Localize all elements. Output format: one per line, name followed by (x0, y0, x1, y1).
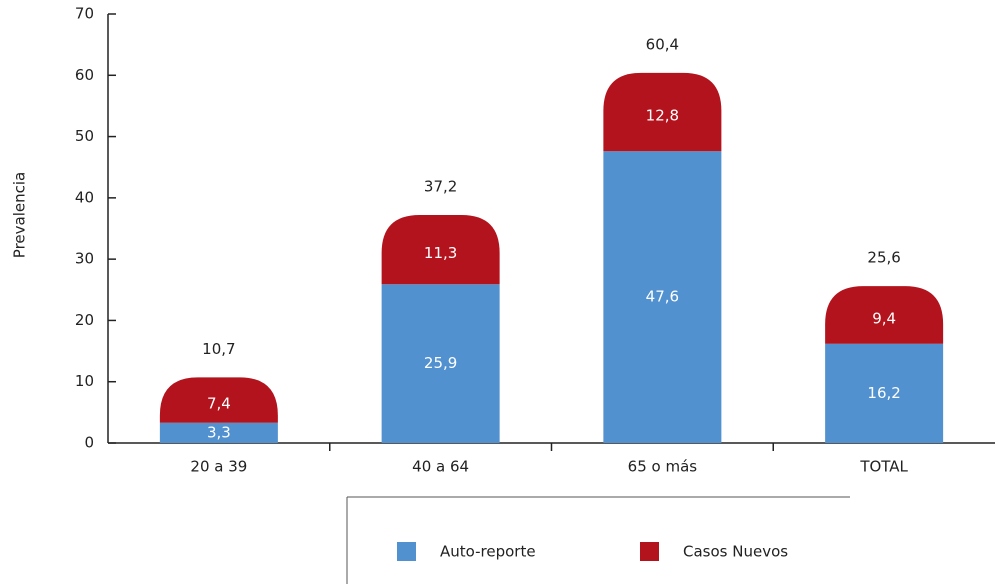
value-label: 47,6 (646, 288, 679, 306)
bar-segment (381, 215, 500, 285)
y-tick-label: 30 (75, 250, 94, 268)
bar-segment (825, 286, 944, 344)
value-label: 16,2 (867, 384, 900, 402)
value-label: 25,9 (424, 354, 457, 372)
x-tick-label: TOTAL (859, 458, 908, 476)
y-tick-label: 60 (75, 66, 94, 84)
x-tick-label: 65 o más (628, 458, 698, 476)
total-label: 37,2 (424, 178, 457, 196)
bar-segment (159, 422, 278, 443)
value-label: 12,8 (646, 107, 679, 125)
legend-label: Casos Nuevos (683, 543, 788, 561)
x-tick-label: 40 a 64 (412, 458, 469, 476)
value-label: 3,3 (207, 423, 231, 441)
legend-swatch (397, 542, 416, 561)
bar-segment (159, 377, 278, 423)
y-tick-label: 50 (75, 127, 94, 145)
bar-segment (603, 151, 722, 443)
legend-label: Auto-reporte (440, 543, 536, 561)
value-label: 9,4 (872, 309, 896, 327)
total-label: 10,7 (202, 340, 235, 358)
y-tick-label: 0 (84, 434, 94, 452)
bar-segment (825, 343, 944, 443)
value-label: 7,4 (207, 395, 231, 413)
y-tick-label: 70 (75, 5, 94, 23)
y-tick-label: 10 (75, 372, 94, 390)
bar-segment (381, 284, 500, 443)
x-tick-label: 20 a 39 (190, 458, 247, 476)
y-axis-label: Prevalencia (11, 172, 29, 258)
bar-segment (603, 72, 722, 152)
value-label: 11,3 (424, 244, 457, 262)
total-label: 60,4 (646, 35, 679, 53)
y-tick-label: 20 (75, 311, 94, 329)
y-tick-label: 40 (75, 188, 94, 206)
legend-swatch (640, 542, 659, 561)
total-label: 25,6 (867, 249, 900, 267)
